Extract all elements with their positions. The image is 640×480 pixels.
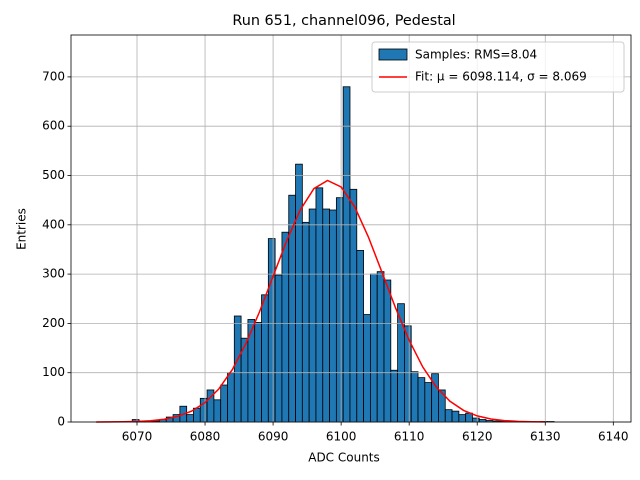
x-tick-label: 6110 [394, 430, 425, 444]
y-axis-label: Entries [15, 208, 29, 250]
bar [390, 369, 399, 423]
bar [417, 377, 426, 423]
bar [315, 187, 324, 423]
bar [472, 417, 480, 423]
bar [342, 86, 351, 423]
bar [349, 188, 358, 423]
bar [186, 414, 194, 423]
chart-title: Run 651, channel096, Pedestal [232, 13, 455, 29]
x-tick-label: 6130 [530, 430, 561, 444]
fit-line [96, 179, 546, 423]
bar [281, 231, 290, 423]
bar [322, 208, 330, 423]
x-tick-label: 6090 [258, 430, 289, 444]
bar [424, 382, 433, 423]
x-tick-label: 6120 [462, 430, 493, 444]
bar [383, 279, 392, 423]
y-tick-label: 600 [42, 119, 65, 133]
bar [220, 384, 228, 423]
bar [465, 412, 473, 423]
bar [227, 372, 235, 423]
bar [213, 399, 222, 423]
bar [451, 410, 460, 423]
legend-swatch [378, 48, 408, 61]
bar [308, 208, 317, 423]
y-tick-label: 200 [42, 316, 65, 330]
bar [356, 250, 364, 423]
bar [458, 414, 467, 423]
y-tick-label: 500 [42, 168, 65, 182]
bar [376, 271, 385, 423]
legend-label: Fit: μ = 6098.114, σ = 8.069 [415, 70, 587, 84]
bar [267, 238, 276, 423]
x-tick-label: 6140 [598, 430, 629, 444]
legend-box [371, 41, 625, 93]
bar [233, 315, 242, 423]
bar [410, 371, 419, 423]
bar [404, 325, 412, 423]
y-tick-label: 300 [42, 267, 65, 281]
x-axis-label: ADC Counts [308, 451, 380, 465]
bar [444, 409, 453, 423]
bar [254, 322, 262, 423]
y-tick-label: 700 [42, 69, 65, 83]
y-tick-label: 0 [57, 415, 65, 429]
bar [274, 274, 283, 423]
y-tick-label: 400 [42, 217, 65, 231]
bar [369, 273, 378, 423]
bar [193, 407, 201, 423]
bar [261, 294, 269, 423]
legend: Samples: RMS=8.04 Fit: μ = 6098.114, σ = … [371, 41, 625, 93]
bar [295, 163, 303, 423]
x-tick-label: 6080 [190, 430, 221, 444]
bar [363, 314, 371, 423]
x-tick-label: 6070 [122, 430, 153, 444]
bar [301, 221, 310, 423]
axes-frame [70, 34, 632, 423]
x-tick-label: 6100 [326, 430, 357, 444]
bar [329, 209, 337, 423]
bar [335, 197, 344, 423]
y-tick-label: 100 [42, 365, 65, 379]
legend-label: Samples: RMS=8.04 [415, 48, 537, 62]
